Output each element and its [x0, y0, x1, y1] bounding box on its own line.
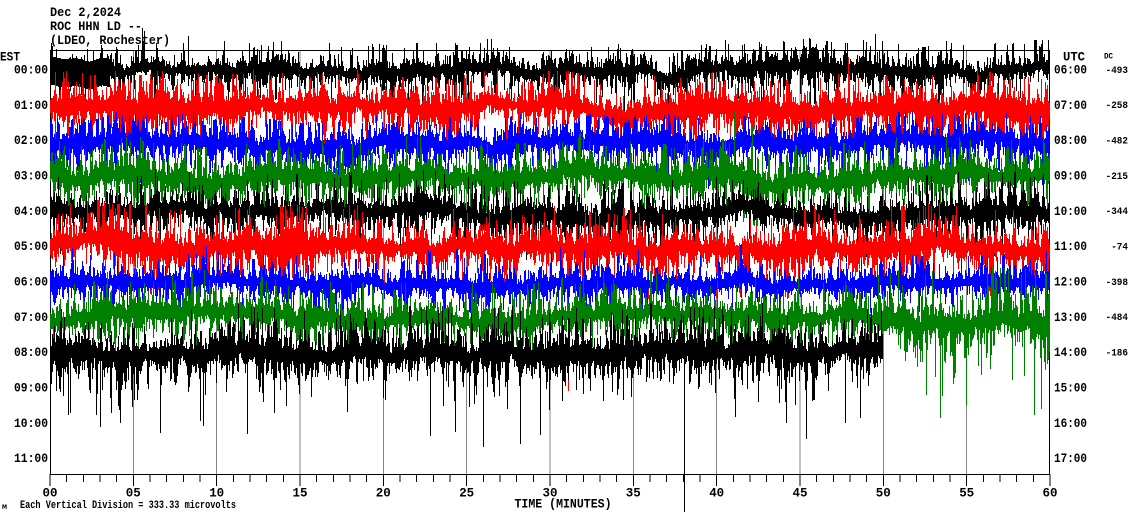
- svg-text:08:00: 08:00: [1054, 133, 1087, 148]
- svg-text:07:00: 07:00: [14, 310, 48, 325]
- svg-text:20: 20: [376, 486, 391, 501]
- svg-text:DC: DC: [1104, 53, 1113, 62]
- svg-text:02:00: 02:00: [14, 133, 48, 148]
- svg-text:06:00: 06:00: [14, 274, 48, 289]
- svg-text:00: 00: [43, 486, 58, 501]
- svg-text:06:00: 06:00: [1054, 63, 1087, 78]
- svg-text:40: 40: [709, 486, 724, 501]
- svg-text:-482: -482: [1106, 135, 1129, 146]
- svg-text:13:00: 13:00: [1054, 310, 1087, 325]
- svg-text:30: 30: [543, 486, 558, 501]
- svg-text:04:00: 04:00: [14, 204, 48, 219]
- svg-text:UTC: UTC: [1063, 50, 1085, 65]
- svg-text:50: 50: [876, 486, 891, 501]
- svg-text:17:00: 17:00: [1054, 451, 1087, 466]
- svg-text:EST: EST: [0, 50, 20, 65]
- svg-text:25: 25: [459, 486, 474, 501]
- svg-text:45: 45: [793, 486, 808, 501]
- svg-text:60: 60: [1043, 486, 1058, 501]
- svg-text:08:00: 08:00: [14, 345, 48, 360]
- svg-text:Each Vertical Division = 333.: Each Vertical Division = 333.33 microvol…: [20, 500, 236, 512]
- svg-text:11:00: 11:00: [14, 451, 48, 466]
- svg-text:03:00: 03:00: [14, 168, 48, 183]
- svg-text:00:00: 00:00: [14, 63, 48, 78]
- svg-text:05: 05: [126, 486, 141, 501]
- svg-text:35: 35: [626, 486, 641, 501]
- svg-text:TIME (MINUTES): TIME (MINUTES): [515, 497, 612, 512]
- svg-text:-258: -258: [1106, 100, 1129, 111]
- svg-text:(LDEO, Rochester): (LDEO, Rochester): [50, 33, 170, 48]
- svg-text:10:00: 10:00: [1054, 204, 1087, 219]
- svg-text:-484: -484: [1106, 312, 1129, 323]
- svg-text:15:00: 15:00: [1054, 380, 1087, 395]
- svg-text:-74: -74: [1111, 241, 1128, 252]
- svg-text:15: 15: [293, 486, 308, 501]
- svg-text:-186: -186: [1106, 347, 1129, 358]
- svg-text:ROC HHN LD --: ROC HHN LD --: [50, 19, 142, 34]
- svg-text:09:00: 09:00: [1054, 168, 1087, 183]
- svg-text:55: 55: [959, 486, 974, 501]
- svg-text:09:00: 09:00: [14, 380, 48, 395]
- svg-text:11:00: 11:00: [1054, 239, 1087, 254]
- svg-text:16:00: 16:00: [1054, 416, 1087, 431]
- svg-text:M: M: [2, 504, 7, 511]
- svg-text:12:00: 12:00: [1054, 274, 1087, 289]
- svg-text:07:00: 07:00: [1054, 98, 1087, 113]
- svg-text:-493: -493: [1106, 65, 1129, 76]
- svg-text:01:00: 01:00: [14, 98, 48, 113]
- svg-text:14:00: 14:00: [1054, 345, 1087, 360]
- svg-text:-344: -344: [1106, 206, 1129, 217]
- svg-text:10:00: 10:00: [14, 416, 48, 431]
- svg-text:05:00: 05:00: [14, 239, 48, 254]
- svg-text:-398: -398: [1106, 277, 1129, 288]
- svg-text:-215: -215: [1106, 171, 1129, 182]
- svg-text:Dec 2,2024: Dec 2,2024: [50, 5, 121, 20]
- svg-text:10: 10: [209, 486, 224, 501]
